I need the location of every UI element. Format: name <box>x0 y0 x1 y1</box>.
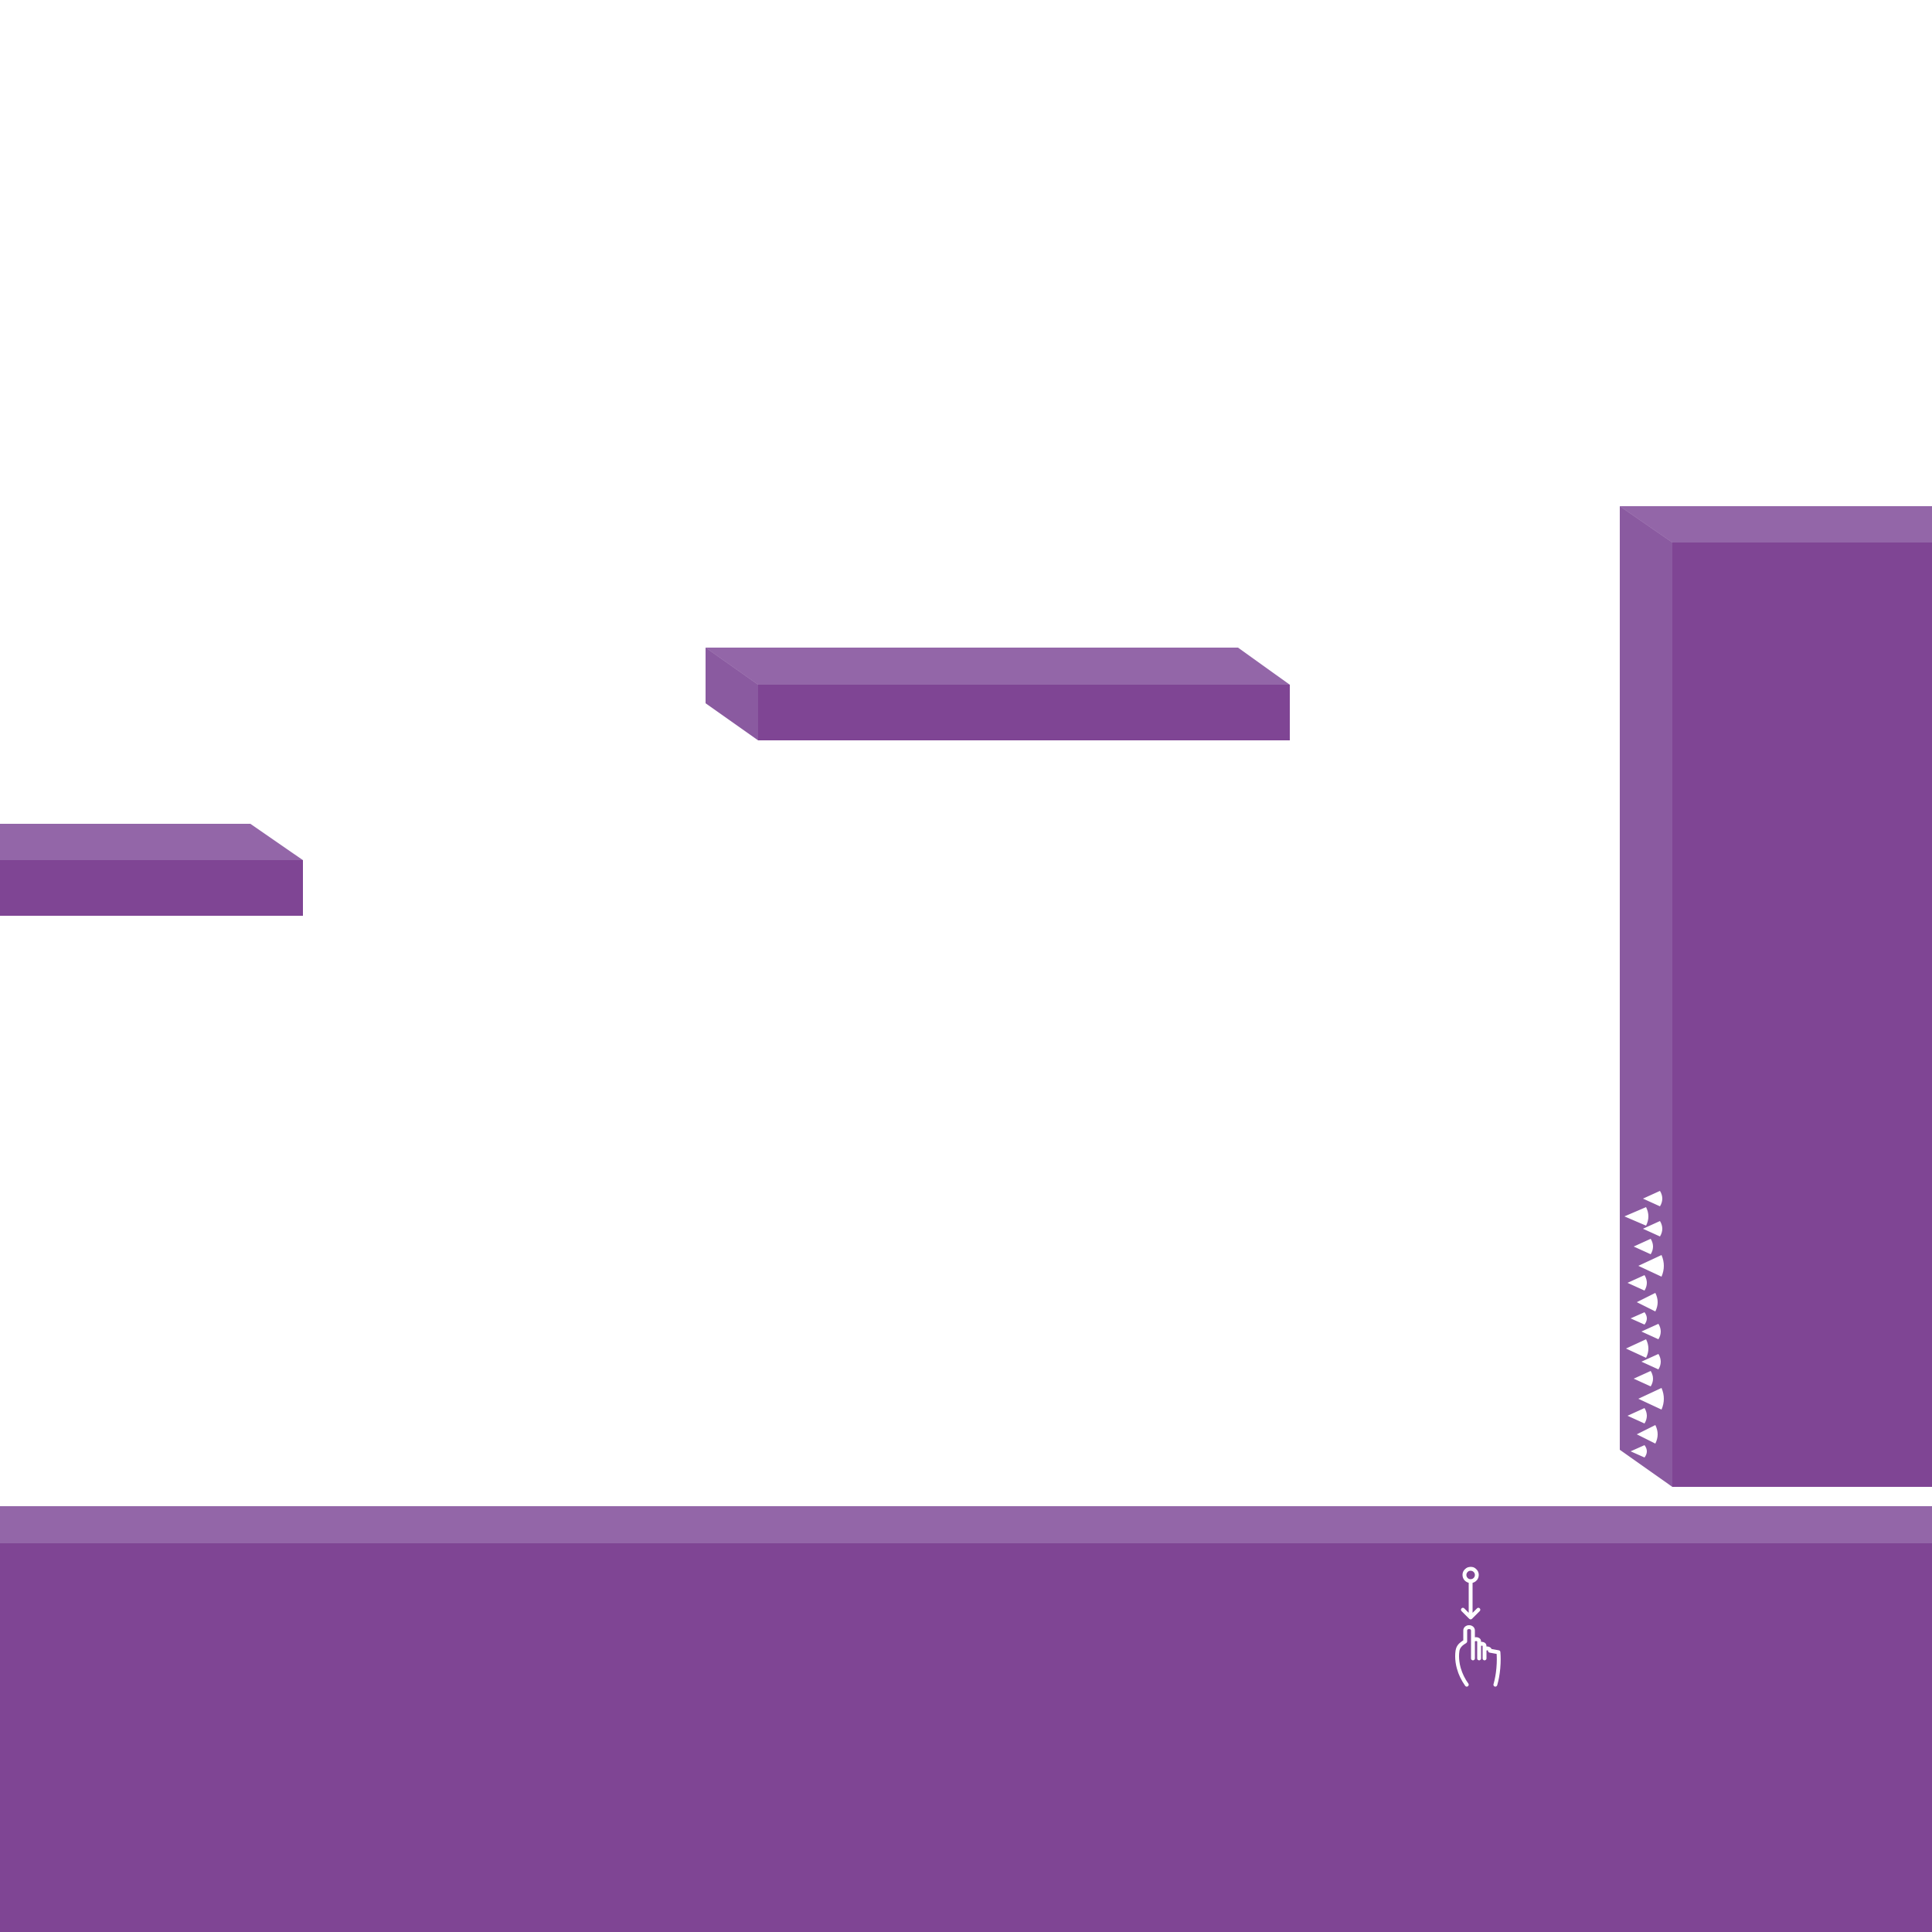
floating-platform-front <box>758 685 1290 740</box>
tall-wall-front <box>1672 543 1932 1487</box>
tall-wall-platform <box>1620 506 1932 1487</box>
left-ledge-front <box>0 860 303 916</box>
spike <box>1641 1324 1661 1339</box>
spike <box>1628 1408 1647 1423</box>
spike <box>1631 1312 1647 1325</box>
left-ledge-platform <box>0 824 303 916</box>
spike <box>1624 1207 1648 1226</box>
tall-wall-side <box>1620 506 1672 1487</box>
tap-down-hand-icon <box>1455 1566 1501 1687</box>
spike <box>1643 1191 1662 1206</box>
spike <box>1634 1371 1653 1386</box>
hint-hand <box>1455 1625 1501 1687</box>
left-ledge-top <box>0 824 303 860</box>
floating-platform <box>706 648 1290 740</box>
hint-arrow-head <box>1461 1607 1481 1620</box>
spike <box>1641 1354 1661 1369</box>
ground-front <box>0 1543 1932 1932</box>
floating-platform-side <box>706 648 758 740</box>
spike <box>1638 1388 1664 1410</box>
spike <box>1643 1221 1662 1236</box>
floating-platform-top <box>706 648 1290 685</box>
spike <box>1634 1239 1653 1254</box>
spike <box>1638 1255 1664 1277</box>
spike <box>1637 1293 1658 1311</box>
ground-top <box>0 1506 1932 1543</box>
ground-platform <box>0 1506 1932 1932</box>
spike <box>1626 1339 1648 1358</box>
spike <box>1628 1275 1647 1291</box>
spike <box>1637 1425 1658 1444</box>
wall-spike-strip <box>1624 1191 1664 1458</box>
tall-wall-top <box>1620 506 1932 543</box>
spike <box>1631 1445 1647 1458</box>
